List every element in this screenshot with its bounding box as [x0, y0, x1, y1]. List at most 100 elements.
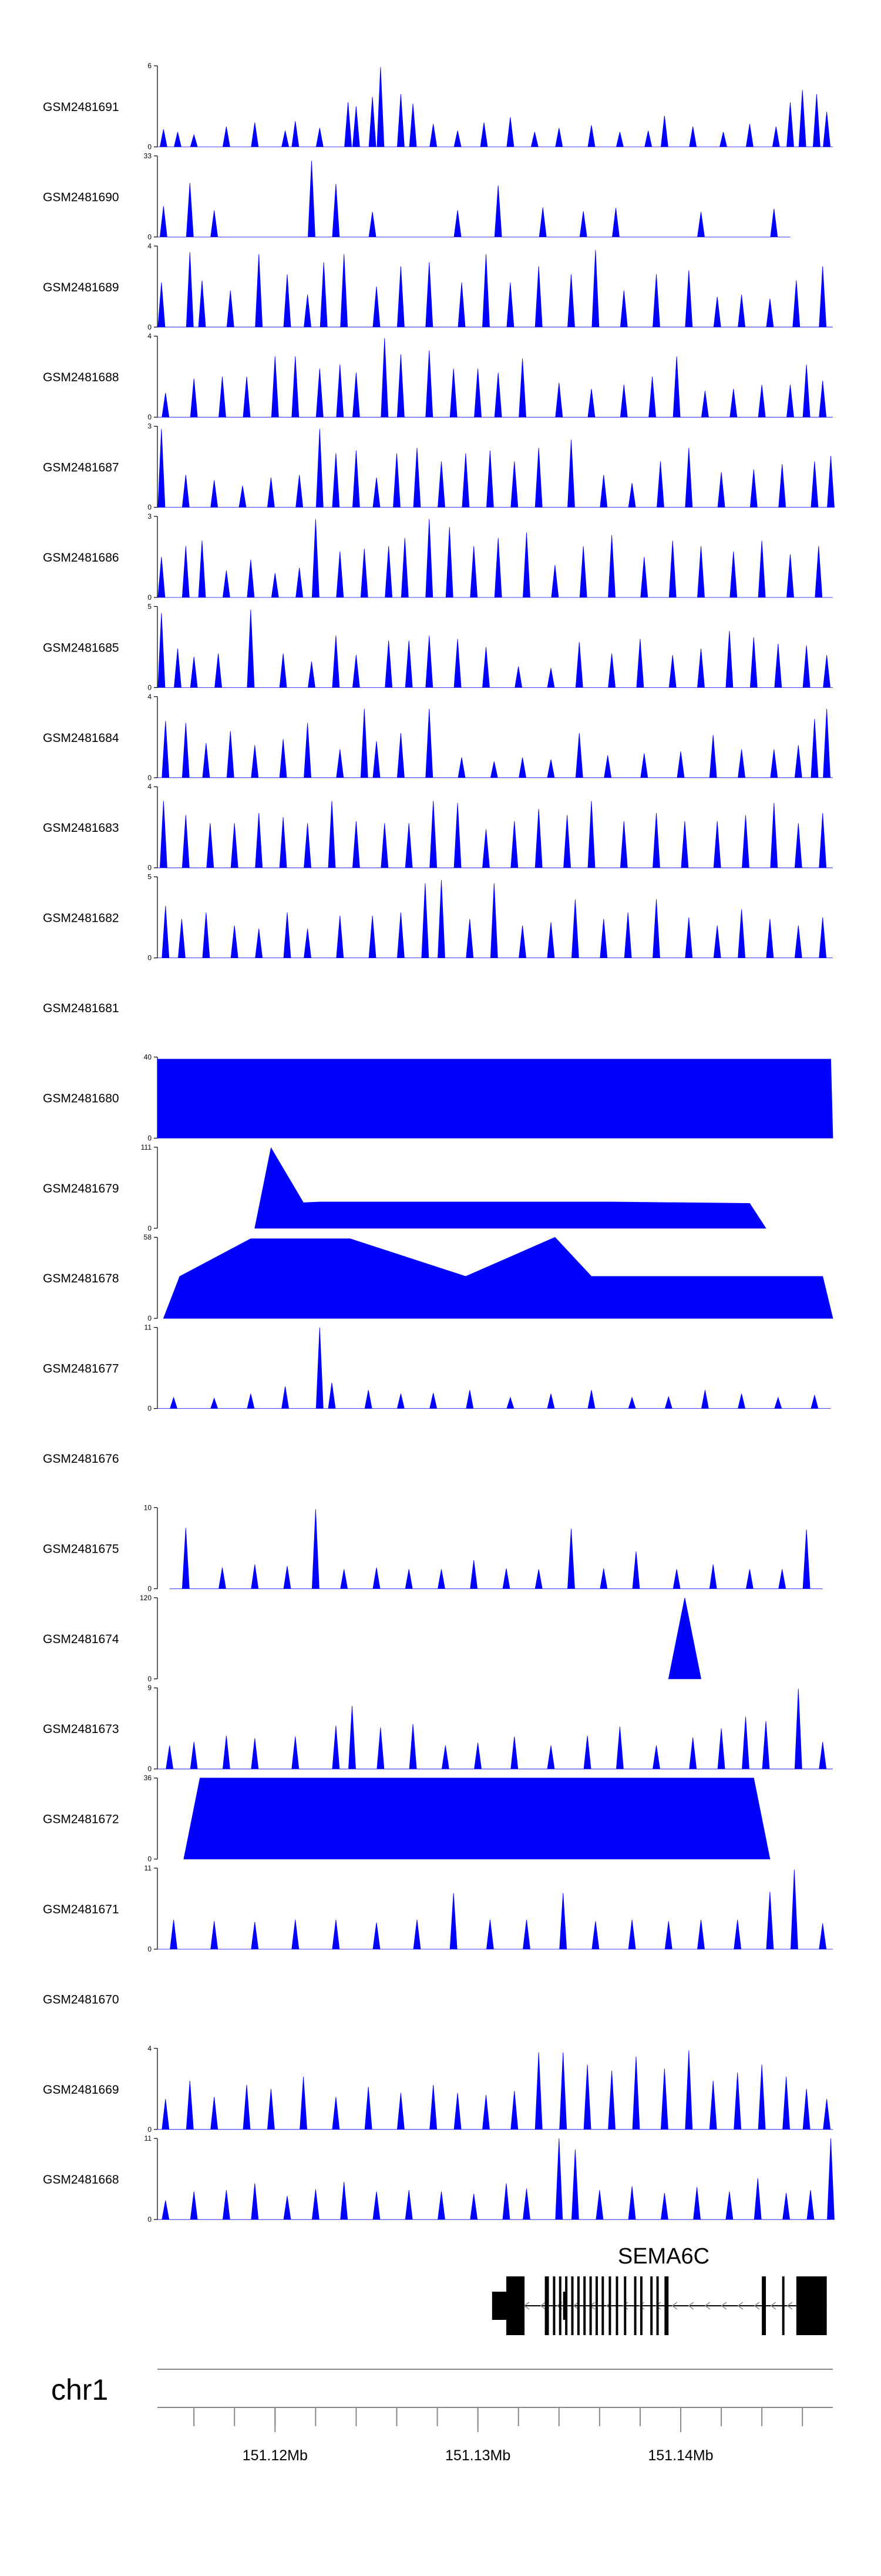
y-min-label: 0	[147, 1855, 152, 1863]
coverage-area	[157, 2138, 835, 2220]
coverage-area	[157, 429, 835, 508]
y-max-label: 111	[141, 1143, 152, 1151]
track-gsm2481688: GSM2481688 4 0	[43, 332, 833, 421]
y-max-label: 4	[147, 332, 152, 340]
y-max-label: 4	[147, 693, 152, 701]
genome-axis-layer: chr1 151.12Mb 151.13Mb 151.14Mb	[51, 2369, 833, 2464]
track-label: GSM2481672	[43, 1813, 119, 1826]
track-label: GSM2481669	[43, 2083, 119, 2097]
coverage-area	[157, 1688, 833, 1769]
track-label: GSM2481680	[43, 1091, 119, 1105]
strand-chevron	[786, 2302, 793, 2310]
coverage-area	[668, 1597, 701, 1680]
track-label: GSM2481678	[43, 1272, 119, 1285]
coverage-area	[157, 519, 833, 598]
track-label: GSM2481673	[43, 1722, 119, 1736]
coverage-area	[157, 67, 833, 147]
exon-block	[664, 2276, 669, 2335]
y-min-label: 0	[147, 1945, 152, 1953]
track-label: GSM2481668	[43, 2173, 119, 2187]
y-max-label: 120	[140, 1594, 152, 1602]
y-min-label: 0	[147, 774, 152, 782]
axis-tick-label: 151.13Mb	[445, 2447, 510, 2464]
coverage-area	[254, 1147, 766, 1229]
track-gsm2481685: GSM2481685 5 0	[43, 602, 833, 691]
y-max-label: 10	[144, 1503, 152, 1512]
exon-block	[544, 2276, 549, 2335]
coverage-area	[157, 160, 791, 237]
exon-block	[782, 2276, 785, 2335]
track-gsm2481674: GSM2481674 120 0	[43, 1594, 701, 1683]
exon-block	[608, 2276, 611, 2335]
track-gsm2481676: GSM2481676	[43, 1452, 119, 1466]
exon-block	[559, 2276, 561, 2335]
coverage-area	[163, 1237, 833, 1319]
track-gsm2481681: GSM2481681	[43, 1002, 119, 1015]
track-label: GSM2481682	[43, 912, 119, 925]
y-max-label: 36	[144, 1774, 152, 1782]
exon-block	[577, 2276, 580, 2335]
y-max-label: 33	[144, 152, 152, 160]
track-label: GSM2481671	[43, 1903, 119, 1916]
y-min-label: 0	[147, 2215, 152, 2224]
track-label: GSM2481689	[43, 281, 119, 294]
track-label: GSM2481677	[43, 1362, 119, 1376]
y-min-label: 0	[147, 503, 152, 512]
track-label: GSM2481674	[43, 1633, 119, 1646]
strand-chevron	[655, 2302, 661, 2310]
track-gsm2481682: GSM2481682 5 0	[43, 873, 833, 962]
track-gsm2481689: GSM2481689 4 0	[43, 242, 833, 331]
coverage-area	[157, 609, 833, 688]
exon-block	[595, 2276, 598, 2335]
coverage-area	[157, 338, 833, 418]
y-max-label: 6	[147, 62, 152, 70]
y-max-label: 58	[144, 1233, 152, 1241]
y-max-label: 9	[147, 1684, 152, 1692]
axis-tick-label: 151.14Mb	[648, 2447, 713, 2464]
track-gsm2481675: GSM2481675 10 0	[43, 1503, 823, 1593]
y-max-label: 5	[147, 602, 152, 610]
track-label: GSM2481688	[43, 371, 119, 384]
track-label: GSM2481690	[43, 190, 119, 204]
strand-chevron	[754, 2302, 760, 2310]
track-label: GSM2481679	[43, 1182, 119, 1195]
track-label: GSM2481685	[43, 641, 119, 654]
coverage-area	[157, 250, 833, 328]
exon-block	[650, 2276, 653, 2335]
y-max-label: 5	[147, 873, 152, 881]
y-min-label: 0	[147, 1675, 152, 1683]
coverage-area	[157, 708, 833, 778]
y-max-label: 3	[147, 422, 152, 431]
y-min-label: 0	[147, 954, 152, 962]
exon-block	[589, 2276, 592, 2335]
track-gsm2481690: GSM2481690 33 0	[43, 152, 791, 241]
y-min-label: 0	[147, 683, 152, 691]
track-gsm2481679: GSM2481679 111 0	[43, 1143, 766, 1232]
strand-chevron	[573, 2302, 579, 2310]
y-min-label: 0	[147, 2125, 152, 2134]
coding-block	[796, 2276, 827, 2335]
track-gsm2481673: GSM2481673 9 0	[43, 1684, 833, 1773]
exon-block	[583, 2276, 586, 2335]
track-gsm2481669: GSM2481669 4 0	[43, 2044, 833, 2134]
coverage-area	[157, 1327, 831, 1409]
track-label: GSM2481675	[43, 1542, 119, 1556]
track-gsm2481672: GSM2481672 36 0	[43, 1774, 771, 1863]
track-gsm2481691: GSM2481691 6 0	[43, 62, 833, 151]
y-min-label: 0	[147, 1584, 152, 1593]
track-gsm2481683: GSM2481683 4 0	[43, 782, 833, 872]
y-max-label: 11	[144, 1864, 152, 1872]
track-gsm2481687: GSM2481687 3 0	[43, 422, 835, 512]
exon-block	[553, 2276, 556, 2335]
track-label: GSM2481681	[43, 1002, 119, 1015]
track-gsm2481670: GSM2481670	[43, 1993, 119, 2006]
exon-block	[656, 2276, 659, 2335]
coverage-area	[157, 880, 833, 958]
gene-model-layer: SEMA6C	[492, 2244, 827, 2335]
tracks-layer: GSM248169160GSM2481690330GSM248168940GSM…	[43, 62, 835, 2224]
y-min-label: 0	[147, 1224, 152, 1232]
y-min-label: 0	[147, 1134, 152, 1142]
exon-block	[571, 2276, 574, 2335]
